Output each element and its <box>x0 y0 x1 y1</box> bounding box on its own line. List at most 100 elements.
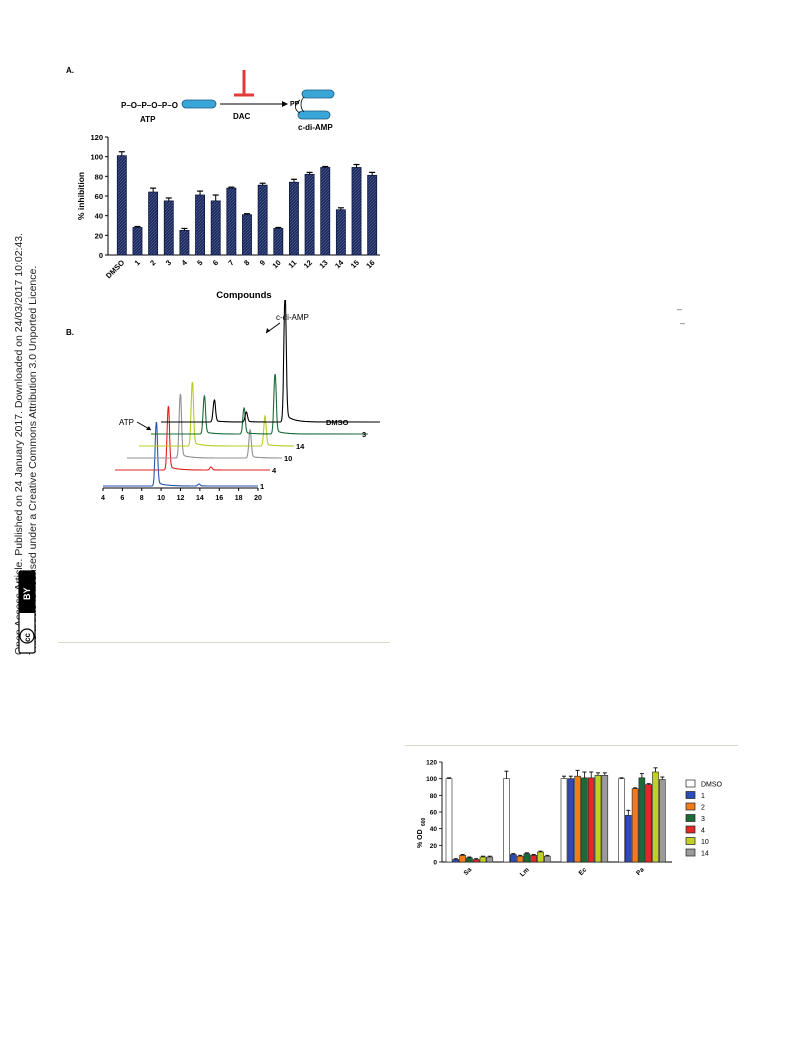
license-sidebar: Open Access Article. Published on 24 Jan… <box>8 195 39 655</box>
chromatogram-series-label: 1 <box>260 482 264 491</box>
growth-legend-swatch <box>685 814 696 822</box>
chromatogram-x-tick-label: 10 <box>157 495 165 502</box>
inhibition-y-tick-label: 0 <box>99 251 103 260</box>
cdiamp-link-right <box>300 96 305 113</box>
inhibition-x-tick-label: 13 <box>317 258 329 270</box>
cdiamp-annotation-arrowhead <box>266 328 270 333</box>
inhibition-bar <box>304 173 315 256</box>
chromatogram-x-tick-label: 6 <box>120 495 124 502</box>
chromatogram-x-tick-label: 12 <box>177 495 185 502</box>
growth-bar <box>523 853 531 863</box>
growth-legend: DMSO 1 2 3 4 10 14 <box>685 779 723 858</box>
growth-x-tick-label: Ec <box>578 866 589 877</box>
chromatogram-series-label: 14 <box>296 442 305 451</box>
inhibition-x-tick-label: 4 <box>180 257 190 267</box>
chromatogram-trace <box>115 405 270 471</box>
substrate-chain: P–O–P–O–P–O <box>121 101 178 110</box>
growth-bar <box>466 857 473 863</box>
growth-bar <box>472 859 480 863</box>
growth-legend-label: 10 <box>701 839 709 846</box>
growth-legend-label: 14 <box>701 851 709 858</box>
chromatogram-x-tick-label: 8 <box>140 495 144 502</box>
growth-bar <box>530 855 537 863</box>
reaction-scheme: P–O–P–O–P–O ATP DAC PP c-di-AMP <box>121 70 335 132</box>
chromatogram-x-tick-label: 4 <box>101 495 105 502</box>
growth-bar <box>601 775 609 863</box>
inhibition-bar <box>367 174 378 256</box>
inhibition-x-tick-label: 3 <box>164 258 173 267</box>
growth-y-tick-label: 60 <box>430 810 438 817</box>
chromatogram-series-label: 3 <box>362 430 366 439</box>
product-pp: PP <box>290 101 300 108</box>
growth-bar <box>658 779 666 863</box>
inhibition-x-tick-label: 7 <box>226 258 235 267</box>
growth-legend-swatch <box>685 848 696 857</box>
chromatogram-trace <box>151 373 369 435</box>
growth-y-tick-label: 0 <box>433 860 437 867</box>
growth-bar <box>581 777 588 863</box>
inhibition-bar <box>179 230 190 256</box>
chromatogram-x-tick-label: 16 <box>215 495 223 502</box>
inhibition-y-tick-label: 60 <box>95 192 103 201</box>
cdiamp-upper-icon <box>301 89 335 99</box>
growth-legend-label: 3 <box>701 816 705 823</box>
license-line-1: Open Access Article. Published on 24 Jan… <box>13 233 25 655</box>
inhibition-y-tick-label: 100 <box>90 153 103 162</box>
inhibition-x-tick-label: 5 <box>195 258 204 267</box>
growth-bar <box>445 778 453 863</box>
inhibition-x-tick-label: 8 <box>242 258 251 267</box>
growth-bar <box>459 855 466 863</box>
substrate-label: ATP <box>140 115 156 124</box>
license-line-2: This article is licensed under a Creativ… <box>27 266 39 655</box>
inhibition-y-tick-label: 120 <box>90 133 103 142</box>
chromatogram-series-label: DMSO <box>326 418 349 427</box>
atp-adenosine-icon <box>181 99 217 109</box>
chromatogram-trace <box>127 393 282 459</box>
growth-bar <box>594 775 602 863</box>
inhibition-bar <box>163 200 174 256</box>
inhibition-bar <box>257 184 268 256</box>
inhibition-x-tick-label: 11 <box>286 258 298 270</box>
growth-bar <box>544 855 551 863</box>
inhibition-x-tick-label: 10 <box>270 258 282 270</box>
license-sidebar-svg: Open Access Article. Published on 24 Jan… <box>13 233 39 655</box>
growth-bar <box>479 856 487 863</box>
growth-bar <box>560 778 568 863</box>
growth-legend-swatch <box>685 825 696 834</box>
inhibition-bar <box>148 191 159 256</box>
divider-left <box>58 642 390 643</box>
growth-y-label-sub: 600 <box>421 817 427 826</box>
growth-legend-label: 4 <box>701 828 705 835</box>
inhibition-bar <box>335 209 346 256</box>
reaction-arrowhead <box>282 101 288 107</box>
growth-legend-swatch <box>685 802 696 811</box>
inhibition-bar <box>351 167 362 256</box>
growth-bar <box>638 777 646 863</box>
inhibition-x-tick-label: 2 <box>148 258 157 267</box>
growth-bar <box>625 815 632 863</box>
inhibition-x-tick-label: 6 <box>211 258 220 267</box>
growth-y-label: % OD 600 <box>417 817 427 848</box>
text-stub-2: – <box>680 318 686 328</box>
panel-b-label: B. <box>66 328 74 337</box>
growth-y-tick-label: 40 <box>430 826 438 833</box>
inhibition-x-tick-label: 16 <box>364 258 376 270</box>
growth-y-tick-label: 120 <box>426 760 437 767</box>
enzyme-label: DAC <box>233 112 251 121</box>
growth-bar <box>574 775 581 863</box>
growth-bar <box>516 855 524 863</box>
chromatogram-x-tick-label: 14 <box>196 495 204 502</box>
badge-cc-text: cc <box>23 633 32 642</box>
inhibition-x-tick-label: DMSO <box>104 258 126 280</box>
panel-a-label: A. <box>66 66 74 75</box>
cdiamp-lower-icon <box>297 110 331 120</box>
growth-bar <box>503 778 510 863</box>
inhibition-bar <box>289 181 299 256</box>
text-stub-1: – <box>677 304 683 314</box>
chromatogram-x-tick-label: 20 <box>254 495 262 502</box>
growth-legend-swatch <box>685 791 696 799</box>
inhibition-bar <box>242 214 252 256</box>
